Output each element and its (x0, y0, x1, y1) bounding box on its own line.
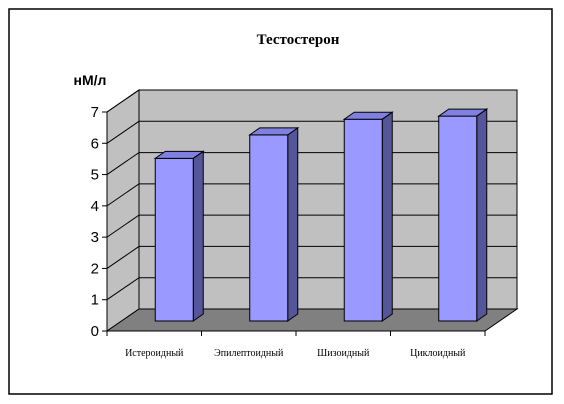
y-tick-label: 1 (91, 292, 99, 309)
bar-side (381, 111, 393, 322)
bar-front (249, 134, 289, 322)
bar-side (192, 150, 204, 322)
bar-top (437, 108, 489, 117)
bar-top (342, 111, 394, 120)
bar (342, 111, 394, 322)
y-tick-label: 6 (91, 135, 99, 152)
bar-side (287, 126, 299, 322)
bars (153, 108, 489, 322)
bar-front (438, 115, 478, 322)
x-tick-label: Эпилептоидный (214, 348, 284, 359)
chart-title: Тестостерон (257, 32, 340, 48)
y-tick-label: 7 (91, 104, 99, 121)
x-tick-label: Истероидный (125, 348, 184, 359)
bar-front (343, 118, 383, 322)
y-axis-label: нМ/л (74, 72, 107, 88)
x-tick-label: Циклоидный (410, 348, 466, 359)
y-axis-ticks: 0 1 2 3 4 5 6 7 (91, 104, 108, 340)
x-tick-label: Шизоидный (317, 348, 370, 359)
side-wall (106, 89, 140, 332)
bar (248, 126, 300, 322)
y-tick-label: 3 (91, 229, 99, 246)
y-tick-label: 4 (91, 198, 99, 215)
bar (437, 108, 489, 322)
bar-side (476, 108, 488, 322)
y-tick-label: 2 (91, 260, 99, 277)
bar-front (154, 157, 194, 322)
y-tick-label: 5 (91, 167, 99, 184)
bar (153, 150, 205, 322)
x-axis-ticks: Истероидный Эпилептоидный Шизоидный Циклоид… (106, 330, 486, 359)
gridline (106, 89, 517, 113)
bar-top (248, 127, 300, 136)
bar-top (153, 150, 205, 159)
y-tick-label: 0 (91, 323, 99, 340)
